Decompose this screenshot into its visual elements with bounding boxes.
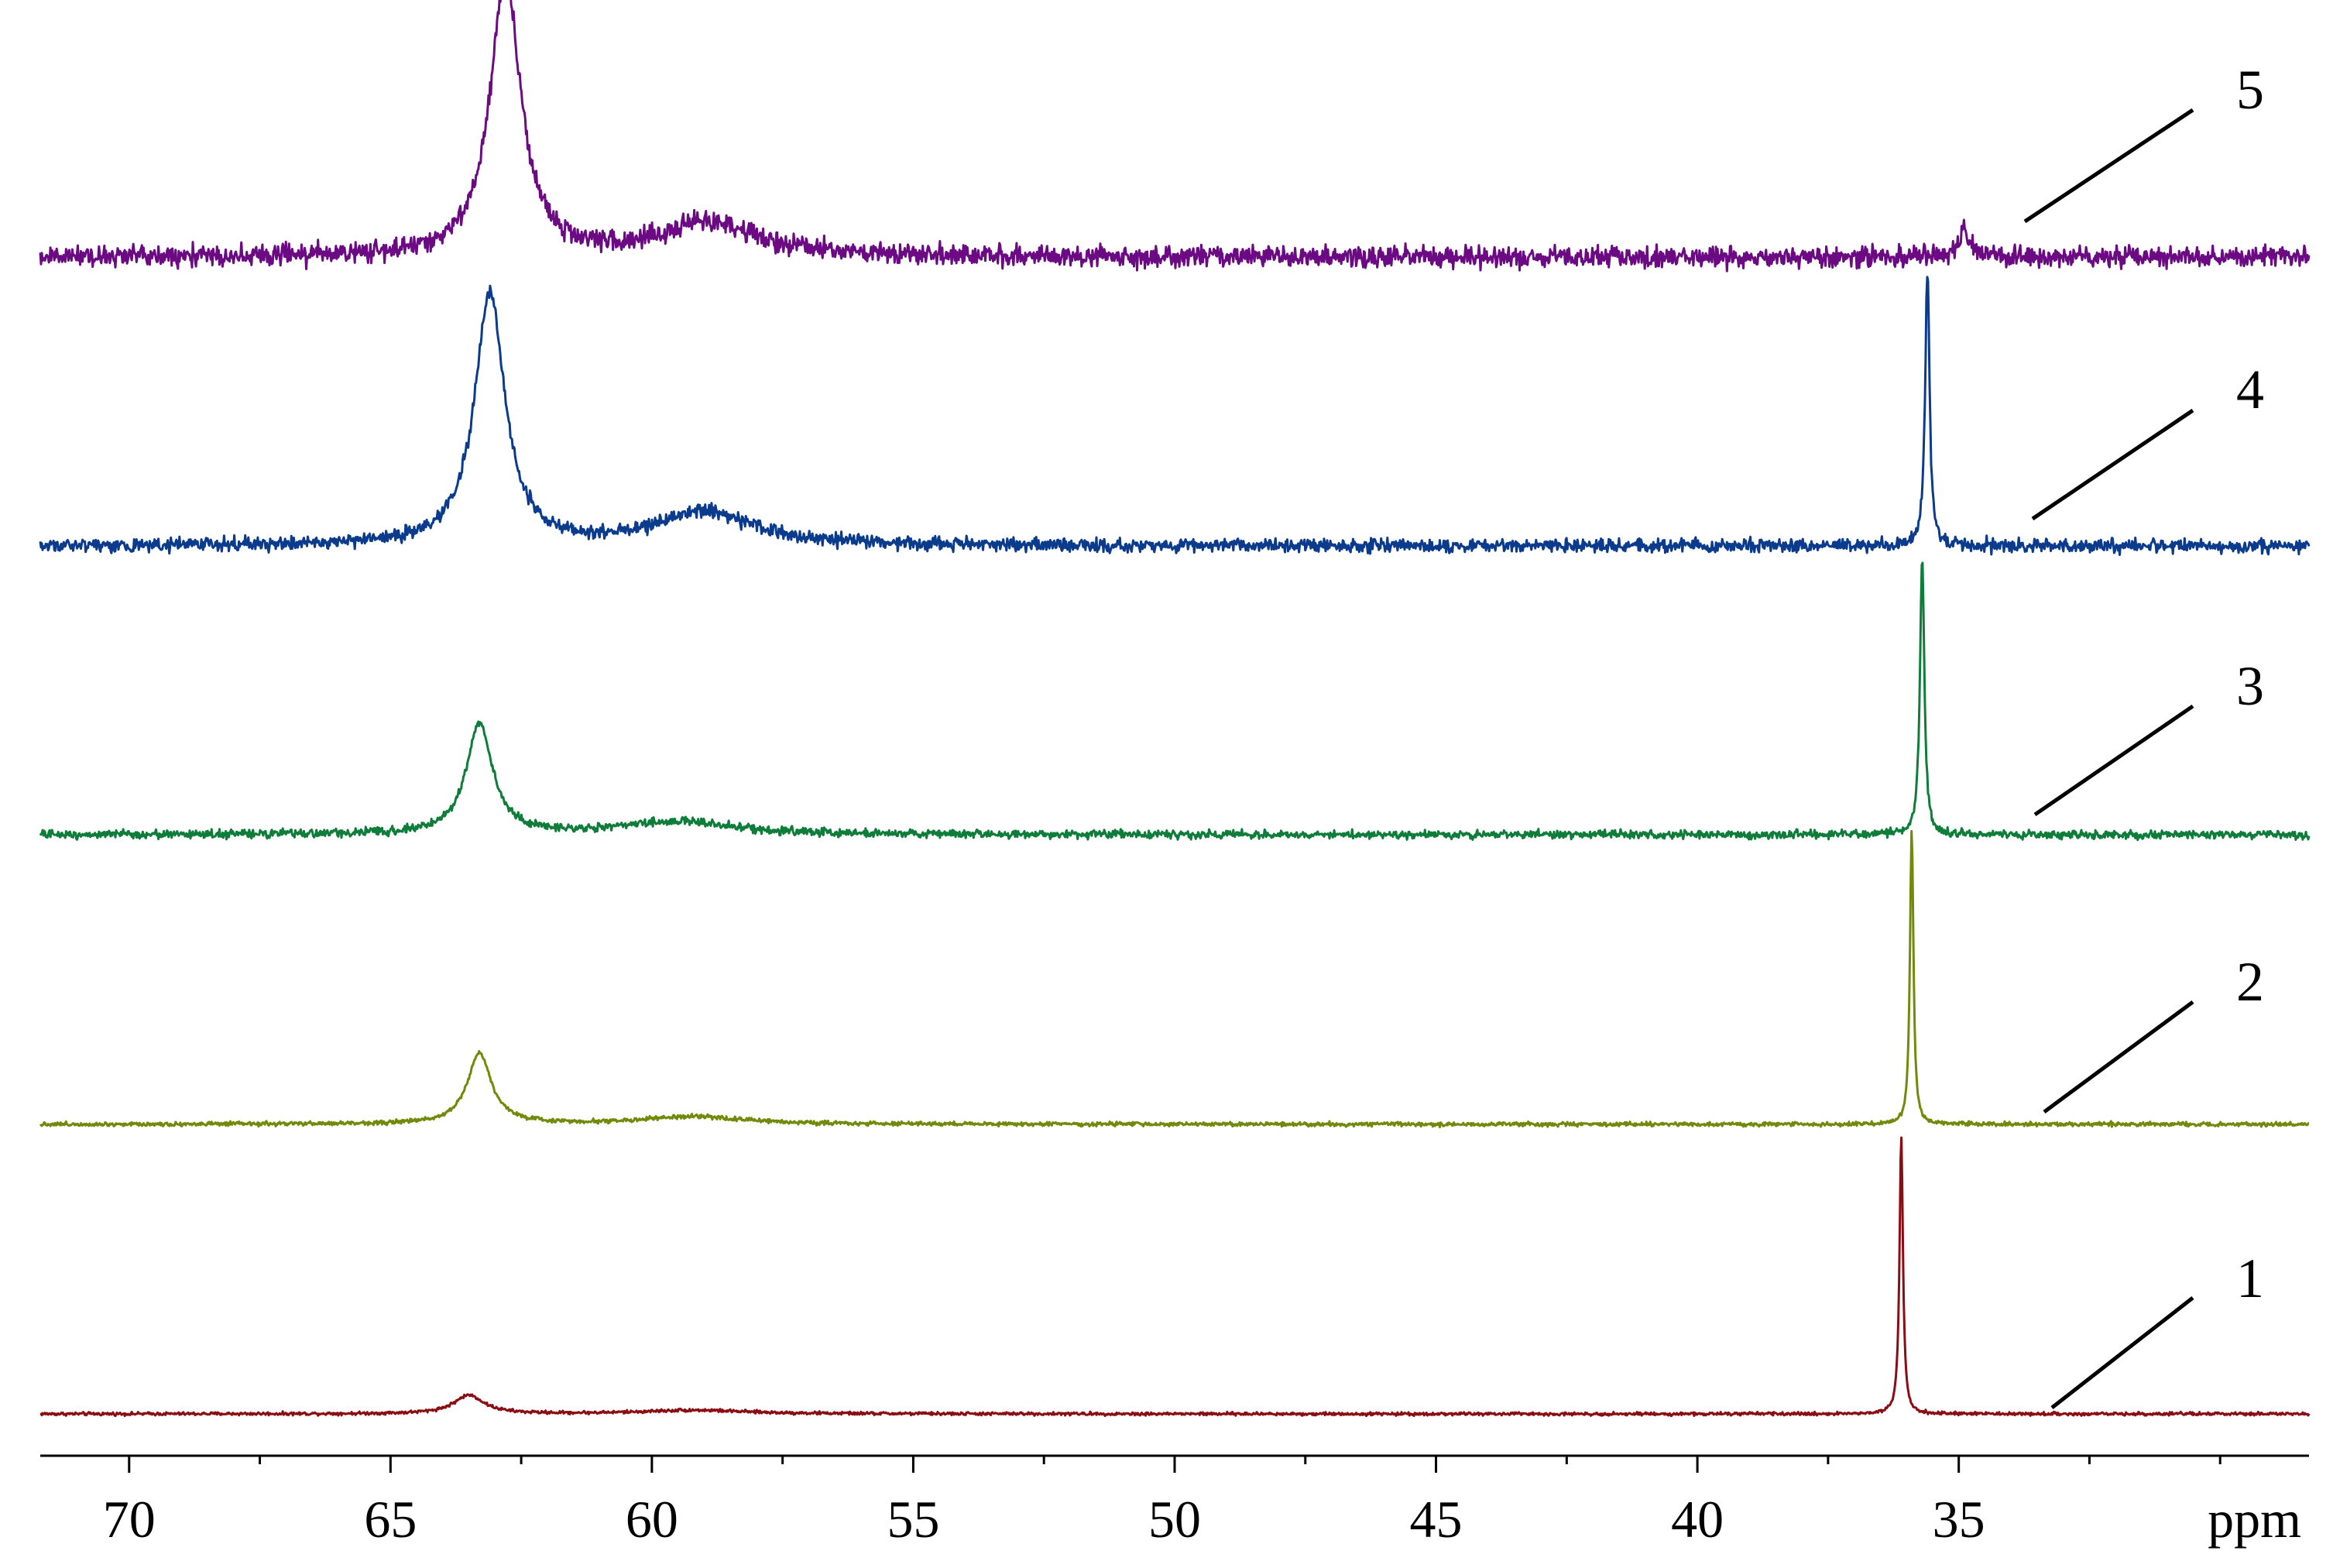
trace-label-1: 1 (2236, 1247, 2264, 1309)
spectrum-trace-5 (39, 0, 2311, 273)
trace-label-5: 5 (2236, 59, 2264, 121)
x-axis-tick-label-35: 35 (1933, 1490, 1985, 1549)
spectrum-trace-4 (39, 276, 2311, 556)
trace-label-group: 1 2 3 4 5 (2023, 59, 2264, 1409)
spectrum-trace-2 (39, 829, 2310, 1129)
x-axis-tick-label-60: 60 (626, 1490, 678, 1549)
x-axis-unit-label: ppm (2208, 1490, 2301, 1549)
trace-leader-line-4 (2031, 408, 2194, 521)
spectrum-trace-1 (39, 1136, 2311, 1418)
trace-label-4: 4 (2236, 359, 2264, 420)
x-axis-tick-label-70: 70 (103, 1490, 156, 1549)
x-axis-tick-label-50: 50 (1148, 1490, 1201, 1549)
trace-leader-line-3 (2033, 704, 2194, 817)
trace-label-2: 2 (2236, 951, 2264, 1013)
trace-label-3: 3 (2236, 655, 2264, 717)
x-axis-tick-label-55: 55 (887, 1490, 939, 1549)
x-axis-tick-label-40: 40 (1671, 1490, 1724, 1549)
x-axis: 70 65 60 55 50 45 40 35 (40, 1454, 2309, 1549)
x-axis-tick-label-65: 65 (364, 1490, 417, 1549)
x-axis-tick-label-45: 45 (1410, 1490, 1463, 1549)
trace-group (39, 0, 2311, 1418)
trace-leader-line-5 (2023, 108, 2194, 224)
trace-leader-line-1 (2050, 1296, 2194, 1409)
spectrum-trace-3 (39, 561, 2311, 842)
trace-leader-line-2 (2043, 1000, 2194, 1114)
